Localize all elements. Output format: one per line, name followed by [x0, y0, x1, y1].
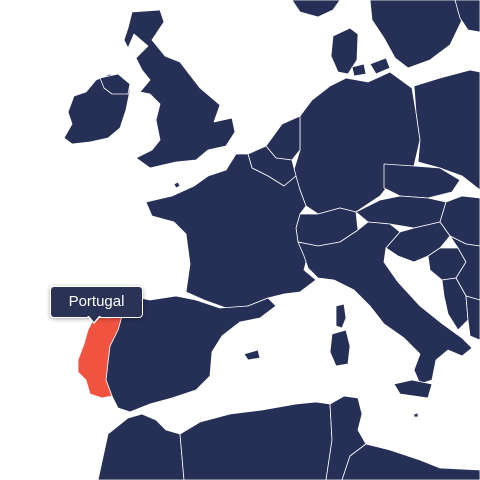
- island-corsica[interactable]: [335, 303, 347, 329]
- country-portugal[interactable]: [77, 311, 123, 399]
- country-poland[interactable]: [413, 69, 480, 191]
- country-algeria[interactable]: [179, 401, 333, 480]
- country-czechia[interactable]: [383, 163, 461, 199]
- country-northern-ireland[interactable]: [99, 73, 131, 95]
- country-finland[interactable]: [454, 0, 480, 33]
- country-montenegro-albania[interactable]: [441, 277, 469, 331]
- island-sardinia[interactable]: [329, 329, 351, 367]
- country-greece-north[interactable]: [465, 295, 480, 341]
- island-mallorca[interactable]: [243, 349, 261, 361]
- country-united-kingdom[interactable]: [123, 9, 236, 169]
- country-morocco[interactable]: [97, 413, 185, 480]
- island-sicily[interactable]: [393, 379, 433, 399]
- denmark-island: [351, 63, 367, 77]
- island-malta: [413, 412, 419, 418]
- country-norway[interactable]: [291, 0, 341, 18]
- country-libya[interactable]: [341, 443, 480, 480]
- country-tooltip: Portugal: [50, 286, 143, 318]
- denmark-island-2: [369, 57, 391, 75]
- country-italy[interactable]: [297, 221, 473, 385]
- tooltip-arrow-inner: [89, 316, 99, 322]
- island-small: [173, 181, 181, 189]
